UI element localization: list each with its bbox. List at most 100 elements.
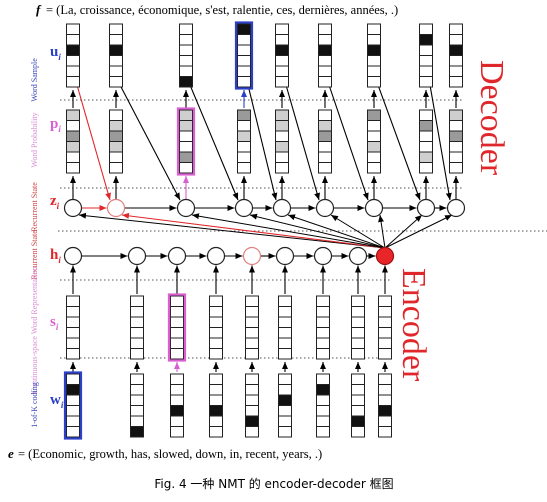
continuous-representation-vector-cell: [378, 316, 392, 328]
continuous-representation-vector-cell: [245, 316, 259, 328]
one-hot-vector-cell: [278, 373, 292, 385]
one-hot-vector-cell: [278, 415, 292, 427]
word-probability-vector-cell: [367, 109, 381, 121]
word-probability-vector-cell: [237, 109, 251, 121]
continuous-representation-vector-cell: [316, 295, 330, 307]
continuous-representation-vector-highlight: [167, 293, 187, 362]
word-probability-vector-cell: [419, 162, 433, 174]
word-sample-vector-cell: [66, 44, 80, 56]
word-probability-vector-cell: [237, 162, 251, 174]
one-hot-vector-cell: [209, 373, 223, 385]
encoder-state-node: [206, 246, 226, 266]
word-sample-vector: [234, 21, 254, 90]
var-u-sub: i: [58, 52, 61, 62]
word-sample-vector-cell: [419, 34, 433, 46]
summary-state-node: [375, 246, 395, 266]
word-sample-vector-cell: [449, 76, 463, 88]
continuous-representation-vector-cell: [316, 348, 330, 360]
continuous-representation-vector-cell: [170, 306, 184, 318]
side-label-decoder-state: Recurrent State: [30, 182, 39, 232]
word-probability-vector-cell: [179, 120, 193, 132]
encoder-state-node: [275, 246, 295, 266]
one-hot-vector-cell: [278, 394, 292, 406]
one-hot-vector-cell: [130, 405, 144, 417]
word-sample-vector-cell: [367, 34, 381, 46]
word-sample-vector-cell: [367, 76, 381, 88]
var-w-main: w: [50, 392, 61, 408]
word-probability-vector-cell: [109, 120, 123, 132]
continuous-representation-vector-cell: [170, 316, 184, 328]
one-hot-vector: [245, 373, 259, 438]
var-s-main: s: [50, 314, 56, 330]
continuous-representation-vector-cell: [378, 327, 392, 339]
one-hot-vector-cell: [378, 384, 392, 396]
var-z-sub: i: [57, 201, 60, 211]
vector-columns: [63, 21, 463, 440]
word-sample-vector-cell: [66, 23, 80, 35]
context-to-state-arrow: [191, 213, 386, 249]
word-sample-vector-cell: [109, 55, 123, 67]
context-to-state-arrow: [378, 214, 386, 249]
word-probability-vector-cell: [419, 120, 433, 132]
word-probability-vector-cell: [419, 151, 433, 163]
figure-caption: Fig. 4 一种 NMT 的 encoder-decoder 框图: [154, 476, 393, 491]
side-label-continuous: Continuous-space Word Representation: [30, 267, 39, 394]
context-to-state-arrow: [121, 212, 386, 249]
context-to-state-arrow: [287, 214, 386, 249]
continuous-representation-vector-cell: [316, 327, 330, 339]
word-sample-vector: [449, 23, 463, 88]
word-probability-vector-cell: [179, 130, 193, 142]
continuous-representation-vector-cell: [209, 327, 223, 339]
word-probability-vector: [109, 109, 123, 174]
word-sample-vector-cell: [367, 65, 381, 77]
one-hot-vector: [130, 373, 144, 438]
one-hot-vector-cell: [209, 394, 223, 406]
word-probability-vector-cell: [179, 109, 193, 121]
decoder-state-node: [176, 198, 196, 218]
continuous-representation-vector-cell: [130, 295, 144, 307]
continuous-representation-vector-cell: [170, 348, 184, 360]
one-hot-vector-cell: [245, 384, 259, 396]
decoder-state-node: [272, 198, 292, 218]
word-probability-vector-cell: [109, 130, 123, 142]
continuous-representation-vector: [130, 295, 144, 360]
continuous-representation-vector-cell: [66, 316, 80, 328]
context-to-state-arrow: [330, 214, 386, 249]
word-probability-vector: [66, 109, 80, 174]
one-hot-vector-cell: [245, 394, 259, 406]
one-hot-vector: [316, 373, 330, 438]
var-w-sub: i: [61, 400, 64, 410]
word-probability-vector-cell: [275, 130, 289, 142]
word-sample-vector: [367, 23, 381, 88]
continuous-representation-vector-cell: [278, 348, 292, 360]
continuous-representation-vector: [351, 295, 365, 360]
encoder-state-node: [63, 246, 83, 266]
word-probability-vector-cell: [419, 109, 433, 121]
encoder-state-node: [127, 246, 147, 266]
one-hot-vector-cell: [66, 415, 80, 427]
one-hot-vector-cell: [316, 415, 330, 427]
word-probability-vector-cell: [275, 109, 289, 121]
side-label-encoder-state: Recurrent State: [30, 230, 39, 280]
one-hot-vector-cell: [130, 373, 144, 385]
word-sample-vector-cell: [449, 55, 463, 67]
word-sample-vector-cell: [318, 65, 332, 77]
word-probability-vector-cell: [237, 151, 251, 163]
word-sample-vector: [318, 23, 332, 88]
continuous-representation-vector-cell: [130, 306, 144, 318]
continuous-representation-vector-cell: [130, 327, 144, 339]
decoder-state-node: [416, 198, 436, 218]
word-probability-vector-cell: [109, 151, 123, 163]
var-u-main: u: [50, 44, 58, 60]
word-sample-vector-cell: [275, 44, 289, 56]
decoder-state-node: [234, 198, 254, 218]
var-z-main: z: [50, 193, 57, 209]
word-sample-vector-cell: [367, 23, 381, 35]
one-hot-vector: [63, 371, 83, 440]
continuous-representation-vector: [209, 295, 223, 360]
one-hot-vector-cell: [245, 426, 259, 438]
one-hot-vector-cell: [278, 405, 292, 417]
continuous-representation-vector-cell: [130, 348, 144, 360]
one-hot-vector-cell: [209, 384, 223, 396]
source-sentence: = (Economic, growth, has, slowed, down, …: [18, 447, 322, 461]
